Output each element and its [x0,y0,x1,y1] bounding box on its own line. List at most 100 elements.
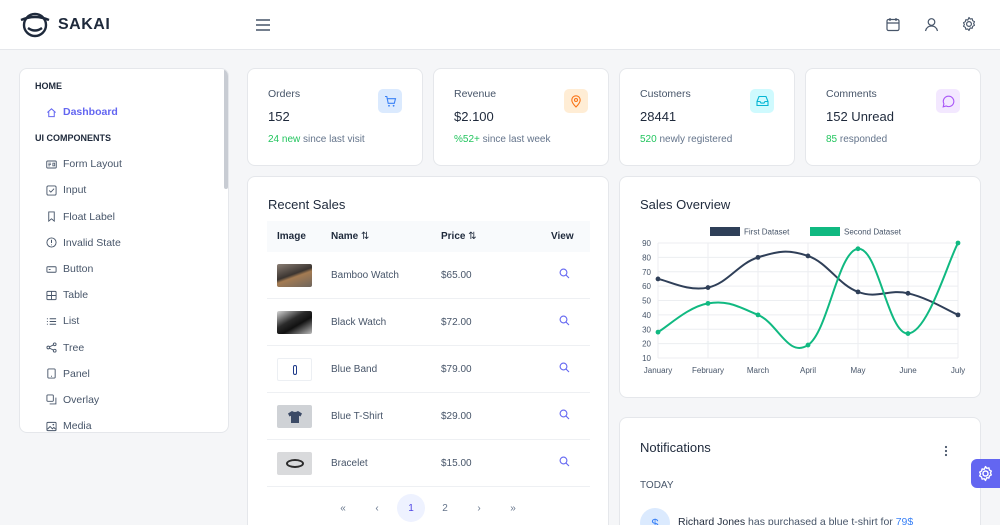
notification-group-label: TODAY [640,480,674,491]
y-tick-label: 80 [642,253,651,262]
y-tick-label: 30 [642,325,651,334]
search-icon[interactable] [559,409,570,423]
table-icon [46,290,57,300]
sidebar-item-label: Form Layout [63,158,122,171]
user-icon[interactable] [922,14,940,34]
table-row: Bracelet $15.00 [267,440,590,487]
data-point [905,290,911,296]
sidebar-item-label: Dashboard [63,106,118,119]
notification-name: Richard Jones [678,516,746,525]
stat-label: Customers [640,88,691,100]
sidebar-item-button[interactable]: Button [20,256,228,282]
sidebar-item-label: Float Label [63,210,115,223]
product-image [277,452,312,475]
stat-card-comments: Comments 152 Unread 85 responded [805,68,981,166]
sales-overview-title: Sales Overview [640,197,731,212]
stat-highlight: 520 [640,134,657,145]
sakai-logo-icon [20,12,50,38]
column-header-label: Price [441,231,466,242]
sidebar-item-label: Input [63,184,87,197]
sidebar-item-float-label[interactable]: Float Label [20,204,228,230]
search-icon[interactable] [559,268,570,282]
sales-overview-card: Sales Overview 10 20 30 40 50 60 70 80 90 January… [619,176,981,398]
recent-sales-card: Recent Sales Image Name ⇅ Price ⇅ View B… [247,176,609,525]
page-button-1[interactable]: 1 [397,494,425,522]
data-point [655,329,661,335]
table-row: Blue Band $79.00 [267,346,590,393]
sidebar-item-label: Button [63,263,94,276]
search-icon[interactable] [559,456,570,470]
first-page-button[interactable]: « [340,502,346,514]
stat-footer-text: since last week [479,134,551,145]
data-point [805,342,811,348]
app-name: SAKAI [58,16,111,33]
page-button-2[interactable]: 2 [442,502,448,514]
sidebar-section-home: HOME [35,81,62,91]
column-header-name[interactable]: Name ⇅ [331,231,369,242]
layout-config-button[interactable] [971,459,1000,488]
data-point [755,312,761,318]
stat-footer: %52+ since last week [454,134,550,145]
sidebar-item-table[interactable]: Table [20,282,228,308]
search-icon[interactable] [559,315,570,329]
check-square-icon [46,185,57,196]
search-icon[interactable] [559,362,570,376]
recent-sales-title: Recent Sales [268,197,346,212]
stat-footer: 85 responded [826,134,887,145]
home-icon [47,107,56,117]
product-price: $79.00 [441,364,472,375]
prev-page-button[interactable]: ‹ [375,502,379,514]
last-page-button[interactable]: » [510,502,516,514]
stat-footer: 24 new since last visit [268,134,365,145]
calendar-icon[interactable] [884,14,902,34]
stat-card-orders: Orders 152 24 new since last visit [247,68,423,166]
cog-icon [978,465,993,482]
sidebar-item-invalid-state[interactable]: Invalid State [20,230,228,256]
x-tick-label: March [747,366,769,375]
stat-value: 28441 [640,109,677,124]
mobile-icon [46,265,57,273]
column-header-view: View [551,231,574,242]
map-marker-icon [564,89,588,113]
sidebar-item-media[interactable]: Media [20,413,228,432]
sidebar-item-label: Invalid State [63,236,121,249]
sidebar-item-label: Overlay [63,393,100,406]
stat-label: Comments [826,88,877,100]
y-tick-label: 20 [642,340,651,349]
sidebar-item-label: Panel [63,367,90,380]
stat-value: $2.100 [454,109,494,124]
bookmark-icon [48,211,55,223]
sidebar-item-form-layout[interactable]: Form Layout [20,151,228,177]
column-header-price[interactable]: Price ⇅ [441,231,477,242]
sidebar-item-dashboard[interactable]: Dashboard [20,99,228,125]
product-price: $65.00 [441,270,472,281]
notification-amount[interactable]: 79$ [895,516,914,525]
sales-line-chart: 10 20 30 40 50 60 70 80 90 January February March Ap… [642,227,965,375]
product-image [277,358,312,381]
id-card-icon [46,160,57,169]
sidebar-item-tree[interactable]: Tree [20,335,228,361]
product-name: Bracelet [331,458,368,469]
sidebar-item-overlay[interactable]: Overlay [20,387,228,413]
sidebar-scrollbar[interactable] [224,69,228,189]
legend-label: Second Dataset [844,228,902,237]
ellipsis-v-icon[interactable] [944,444,952,458]
stat-card-customers: Customers 28441 520 newly registered [619,68,795,166]
exclamation-circle-icon [46,237,57,248]
product-price: $72.00 [441,317,472,328]
list-icon [46,318,57,325]
data-point [955,312,961,318]
sidebar-item-list[interactable]: List [20,308,228,334]
data-point [955,240,961,246]
next-page-button[interactable]: › [477,502,481,514]
product-name: Bamboo Watch [331,270,399,281]
sidebar-item-panel[interactable]: Panel [20,361,228,387]
product-price: $29.00 [441,411,472,422]
table-header: Image Name ⇅ Price ⇅ View [267,221,590,252]
cog-icon[interactable] [960,14,978,34]
stat-footer-text: responded [837,134,888,145]
tablet-icon [47,368,56,379]
menu-icon[interactable] [252,14,274,36]
logo[interactable]: SAKAI [20,12,110,38]
sidebar-item-input[interactable]: Input [20,177,228,203]
